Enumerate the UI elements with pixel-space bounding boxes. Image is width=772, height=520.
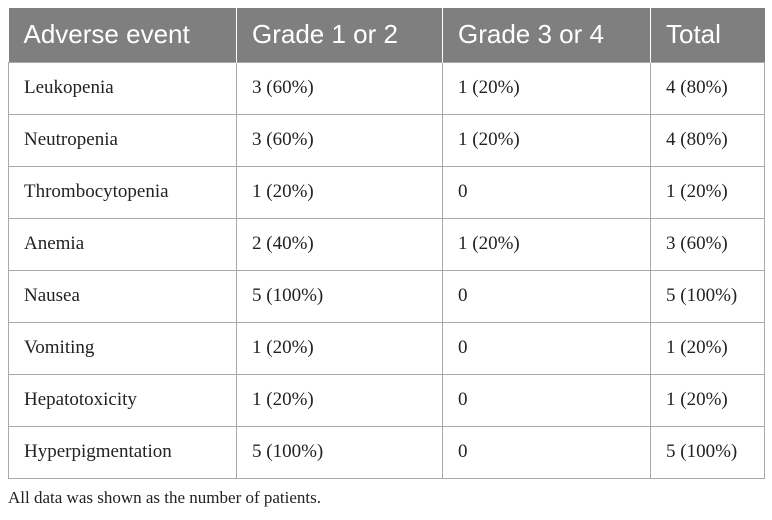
cell-grade-3-or-4: 1 (20%) [442,217,651,271]
cell-grade-3-or-4: 0 [442,321,651,375]
cell-adverse-event: Hepatotoxicity [8,373,237,427]
cell-grade-1-or-2: 3 (60%) [236,113,443,167]
cell-total: 4 (80%) [650,113,765,167]
cell-total: 1 (20%) [650,373,765,427]
cell-grade-1-or-2: 3 (60%) [236,61,443,115]
header-grade-3-or-4: Grade 3 or 4 [442,8,651,62]
table-row: Leukopenia 3 (60%) 1 (20%) 4 (80%) [8,61,765,115]
cell-adverse-event: Vomiting [8,321,237,375]
cell-adverse-event: Thrombocytopenia [8,165,237,219]
cell-adverse-event: Nausea [8,269,237,323]
table-header: Adverse event Grade 1 or 2 Grade 3 or 4 … [8,8,765,62]
table-row: Vomiting 1 (20%) 0 1 (20%) [8,321,765,375]
header-row: Adverse event Grade 1 or 2 Grade 3 or 4 … [8,8,765,62]
cell-adverse-event: Hyperpigmentation [8,425,237,479]
cell-total: 5 (100%) [650,269,765,323]
table-footnote: All data was shown as the number of pati… [8,488,322,507]
table-row: Neutropenia 3 (60%) 1 (20%) 4 (80%) [8,113,765,167]
table-body: Leukopenia 3 (60%) 1 (20%) 4 (80%) Neutr… [8,61,765,479]
cell-grade-1-or-2: 5 (100%) [236,269,443,323]
header-grade-1-or-2: Grade 1 or 2 [236,8,443,62]
adverse-events-table-container: Adverse event Grade 1 or 2 Grade 3 or 4 … [8,8,765,479]
header-adverse-event: Adverse event [8,8,237,62]
cell-grade-1-or-2: 1 (20%) [236,373,443,427]
cell-total: 3 (60%) [650,217,765,271]
cell-grade-1-or-2: 2 (40%) [236,217,443,271]
table-row: Thrombocytopenia 1 (20%) 0 1 (20%) [8,165,765,219]
cell-grade-1-or-2: 5 (100%) [236,425,443,479]
cell-total: 4 (80%) [650,61,765,115]
cell-total: 1 (20%) [650,165,765,219]
cell-grade-1-or-2: 1 (20%) [236,321,443,375]
table-row: Nausea 5 (100%) 0 5 (100%) [8,269,765,323]
cell-grade-3-or-4: 0 [442,373,651,427]
cell-adverse-event: Anemia [8,217,237,271]
cell-grade-3-or-4: 1 (20%) [442,113,651,167]
cell-grade-3-or-4: 0 [442,165,651,219]
cell-total: 1 (20%) [650,321,765,375]
cell-adverse-event: Neutropenia [8,113,237,167]
table-row: Hyperpigmentation 5 (100%) 0 5 (100%) [8,425,765,479]
cell-grade-3-or-4: 1 (20%) [442,61,651,115]
cell-total: 5 (100%) [650,425,765,479]
table-row: Hepatotoxicity 1 (20%) 0 1 (20%) [8,373,765,427]
adverse-events-table: Adverse event Grade 1 or 2 Grade 3 or 4 … [8,8,765,479]
table-row: Anemia 2 (40%) 1 (20%) 3 (60%) [8,217,765,271]
cell-grade-3-or-4: 0 [442,425,651,479]
cell-grade-3-or-4: 0 [442,269,651,323]
cell-grade-1-or-2: 1 (20%) [236,165,443,219]
header-total: Total [650,8,765,62]
cell-adverse-event: Leukopenia [8,61,237,115]
